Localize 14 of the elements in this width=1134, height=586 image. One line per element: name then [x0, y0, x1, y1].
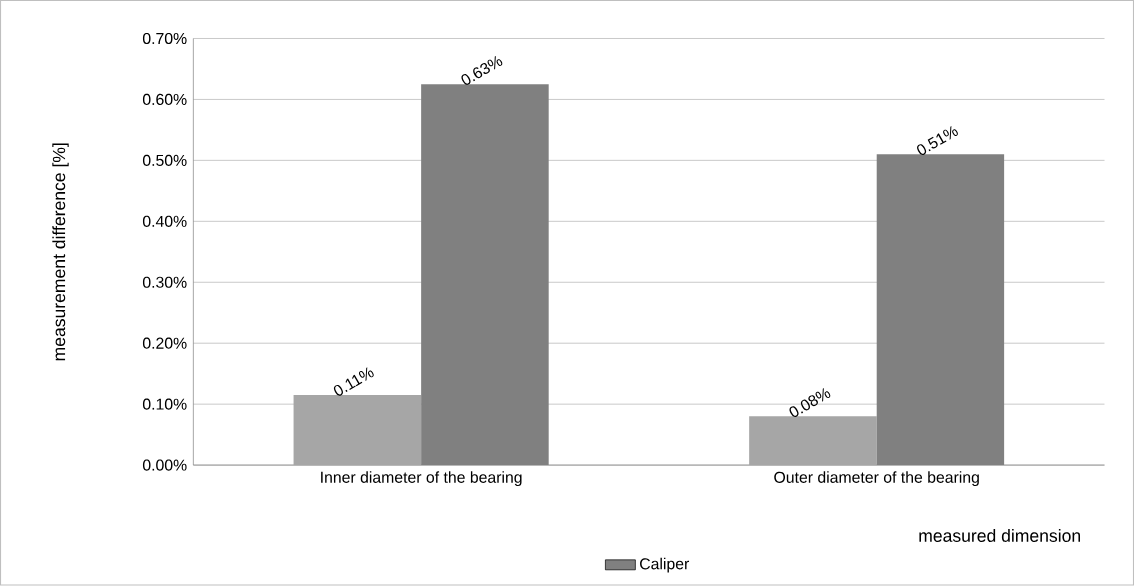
y-tick-label: 0.70%: [142, 33, 187, 45]
x-tick-label: Inner diameter of the bearing: [321, 471, 522, 487]
y-tick-label: 0.20%: [142, 337, 187, 350]
y-tick-label: 0.10%: [142, 398, 187, 410]
x-tick-label: Outer diameter of the bearing: [774, 471, 979, 487]
y-tick-label: 0.60%: [142, 94, 187, 106]
y-tick-label: 0.40%: [142, 215, 187, 228]
bar: [749, 416, 877, 466]
legend-label: Caliper: [640, 558, 690, 573]
y-tick-label: 0.00%: [142, 459, 187, 471]
y-tick-label: 0.30%: [142, 276, 187, 289]
y-tick-label: 0.50%: [142, 155, 187, 167]
x-axis-title: measured dimension: [919, 529, 1080, 543]
y-axis-title: measurement difference [%]: [52, 143, 69, 361]
